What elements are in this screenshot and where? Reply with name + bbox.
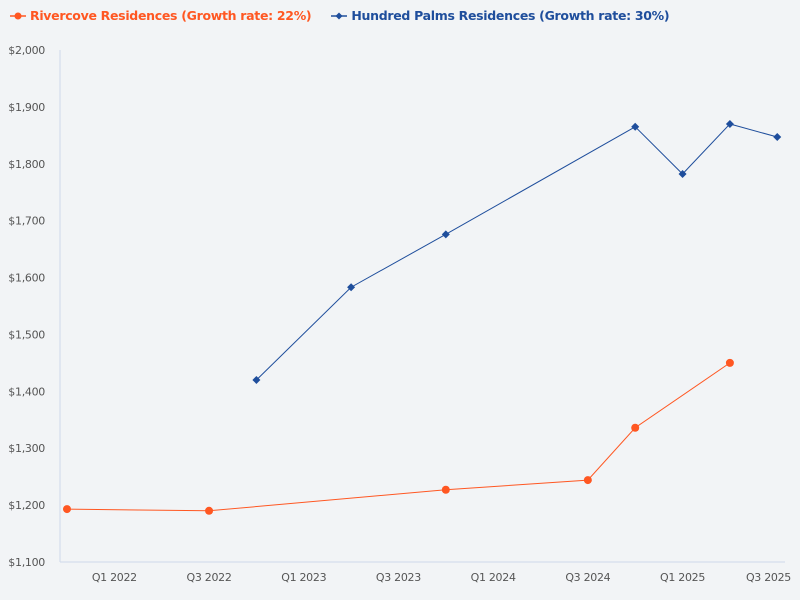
y-tick-label: $2,000 xyxy=(8,44,45,57)
x-tick-label: Q3 2022 xyxy=(187,571,232,584)
x-tick-label: Q1 2022 xyxy=(92,571,137,584)
data-point xyxy=(678,170,687,179)
legend: Rivercove Residences (Growth rate: 22%) … xyxy=(10,8,670,23)
data-point xyxy=(205,506,214,515)
legend-label: Hundred Palms Residences (Growth rate: 3… xyxy=(351,8,670,23)
y-tick-label: $1,100 xyxy=(8,556,45,569)
data-point xyxy=(725,358,734,367)
x-tick-label: Q1 2024 xyxy=(471,571,516,584)
legend-item-hundred-palms[interactable]: Hundred Palms Residences (Growth rate: 3… xyxy=(331,8,670,23)
data-point xyxy=(631,423,640,432)
y-tick-label: $1,200 xyxy=(8,499,45,512)
data-point xyxy=(63,505,71,514)
y-tick-label: $1,300 xyxy=(8,442,45,455)
data-point xyxy=(441,230,450,239)
data-point xyxy=(252,375,261,384)
x-tick-label: Q3 2025 xyxy=(746,571,791,584)
circle-marker-icon xyxy=(10,12,26,19)
y-tick-label: $1,900 xyxy=(8,101,45,114)
legend-label: Rivercove Residences (Growth rate: 22%) xyxy=(30,8,312,23)
y-tick-label: $1,500 xyxy=(8,328,45,341)
y-tick-label: $1,800 xyxy=(8,158,45,171)
y-tick-label: $1,600 xyxy=(8,272,45,285)
x-tick-label: Q1 2025 xyxy=(660,571,705,584)
data-point xyxy=(347,283,356,292)
data-point xyxy=(583,476,592,485)
x-tick-label: Q3 2023 xyxy=(376,571,421,584)
data-point xyxy=(441,485,450,494)
y-tick-label: $1,700 xyxy=(8,215,45,228)
x-tick-label: Q1 2023 xyxy=(281,571,326,584)
y-tick-label: $1,400 xyxy=(8,385,45,398)
diamond-marker-icon xyxy=(331,12,348,19)
series-line-1 xyxy=(256,123,778,381)
data-point xyxy=(773,133,782,142)
legend-item-rivercove[interactable]: Rivercove Residences (Growth rate: 22%) xyxy=(10,8,312,23)
series-line-0 xyxy=(66,362,731,512)
data-point xyxy=(631,122,640,131)
data-point xyxy=(725,119,734,128)
x-tick-label: Q3 2024 xyxy=(565,571,610,584)
